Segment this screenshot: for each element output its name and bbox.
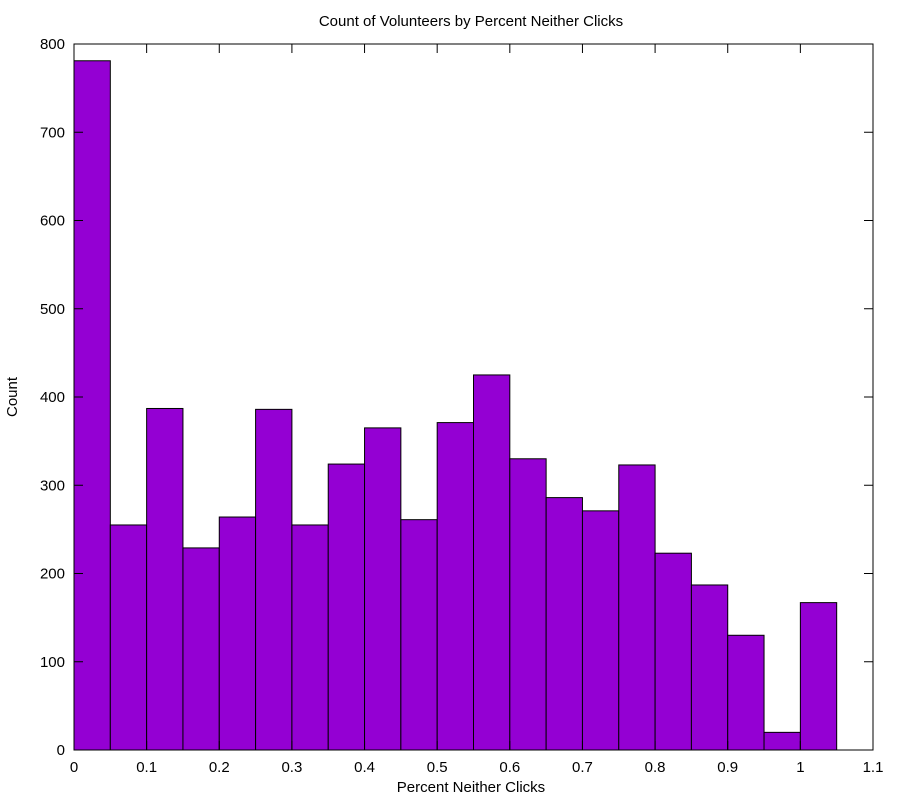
y-tick-label-8: 800	[40, 36, 65, 53]
x-tick-label-3: 0.3	[281, 759, 302, 776]
histogram-bar-10	[436, 422, 475, 751]
histogram-bar-20	[799, 602, 838, 751]
x-tick-label-4: 0.4	[354, 759, 375, 776]
histogram-bar-12	[509, 458, 547, 751]
x-tick-label-11: 1.1	[863, 759, 884, 776]
y-axis-title: Count	[4, 376, 21, 417]
histogram-bar-15	[618, 464, 656, 751]
histogram-bar-1	[109, 524, 148, 751]
bars-layer	[73, 60, 838, 751]
histogram-bar-2	[146, 407, 184, 751]
x-tick-label-7: 0.7	[572, 759, 593, 776]
y-tick-label-2: 200	[40, 566, 65, 583]
x-tick-label-1: 0.1	[136, 759, 157, 776]
x-axis-title: Percent Neither Clicks	[397, 779, 545, 796]
histogram-bar-17	[690, 584, 729, 751]
y-tick-label-0: 0	[57, 742, 65, 759]
y-tick-label-6: 600	[40, 213, 65, 230]
histogram-bar-0	[73, 60, 111, 751]
histogram-bar-16	[654, 552, 692, 751]
histogram-bar-7	[327, 463, 366, 751]
histogram-bar-8	[364, 427, 402, 751]
y-tick-label-3: 300	[40, 477, 65, 494]
histogram-bar-11	[473, 374, 511, 751]
x-tick-label-0: 0	[70, 759, 78, 776]
histogram-bar-19	[763, 731, 801, 751]
histogram-bar-14	[581, 510, 620, 751]
histogram-bar-13	[545, 497, 583, 751]
histogram-bar-5	[255, 408, 293, 751]
x-tick-label-10: 1	[796, 759, 804, 776]
y-tick-label-7: 700	[40, 124, 65, 141]
chart-title: Count of Volunteers by Percent Neither C…	[319, 13, 623, 30]
x-tick-label-8: 0.8	[645, 759, 666, 776]
histogram-bar-4	[218, 516, 257, 751]
histogram-bar-3	[182, 547, 220, 751]
histogram-bar-9	[400, 519, 438, 751]
histogram-bar-6	[291, 524, 329, 751]
y-tick-label-5: 500	[40, 301, 65, 318]
x-tick-label-5: 0.5	[427, 759, 448, 776]
x-tick-label-2: 0.2	[209, 759, 230, 776]
ticks-layer: 0 0.1 0.2 0.3 0.4 0.5 0.6 0.7 0.8 0.9 1 1.1 0 100 200 3…	[40, 36, 883, 776]
x-tick-label-9: 0.9	[717, 759, 738, 776]
histogram-bar-18	[727, 634, 765, 751]
x-tick-label-6: 0.6	[499, 759, 520, 776]
y-tick-label-4: 400	[40, 389, 65, 406]
y-tick-label-1: 100	[40, 654, 65, 671]
